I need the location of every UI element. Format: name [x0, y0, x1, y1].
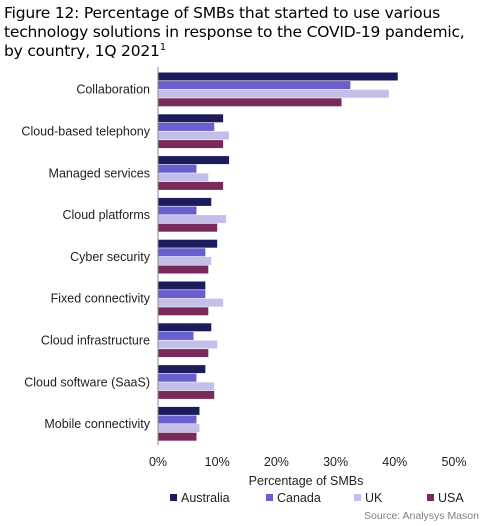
- bar-australia-5: [158, 281, 206, 290]
- bar-uk-7: [158, 382, 215, 391]
- bar-uk-4: [158, 256, 212, 265]
- bar-australia-2: [158, 156, 230, 165]
- legend-label-uk: UK: [365, 491, 383, 505]
- bar-canada-7: [158, 373, 197, 382]
- bar-australia-4: [158, 239, 218, 248]
- legend-swatch-usa: [427, 494, 434, 501]
- bar-uk-1: [158, 131, 230, 140]
- bar-usa-7: [158, 390, 215, 399]
- source-note: Source: Analysys Mason: [364, 510, 479, 522]
- bar-uk-6: [158, 340, 218, 349]
- x-axis-title: Percentage of SMBs: [249, 474, 364, 488]
- x-tick-label: 50%: [441, 455, 466, 469]
- chart-title-text: Figure 12: Percentage of SMBs that start…: [4, 4, 465, 60]
- bar-australia-8: [158, 406, 200, 415]
- bar-canada-6: [158, 331, 194, 340]
- bar-canada-5: [158, 290, 206, 299]
- bar-australia-7: [158, 365, 206, 374]
- x-tick-label: 30%: [323, 455, 348, 469]
- bar-canada-0: [158, 81, 351, 90]
- x-tick-labels: 0% 10% 20% 30% 40% 50%: [149, 455, 467, 469]
- bar-uk-5: [158, 298, 224, 307]
- bar-canada-3: [158, 206, 197, 215]
- x-tick-label: 40%: [382, 455, 407, 469]
- legend-swatch-uk: [354, 494, 361, 501]
- bar-canada-4: [158, 248, 206, 257]
- bar-usa-5: [158, 307, 209, 316]
- bar-usa-1: [158, 140, 224, 149]
- category-label: Mobile connectivity: [44, 417, 150, 431]
- bar-usa-2: [158, 181, 224, 190]
- legend-swatch-canada: [266, 494, 273, 501]
- chart-title: Figure 12: Percentage of SMBs that start…: [4, 4, 482, 61]
- category-label: Cyber security: [70, 250, 151, 264]
- legend: Australia Canada UK USA: [170, 491, 464, 505]
- x-tick-label: 10%: [205, 455, 230, 469]
- bar-uk-0: [158, 89, 389, 98]
- bar-uk-3: [158, 215, 227, 224]
- legend-swatch-australia: [170, 494, 177, 501]
- bar-usa-0: [158, 98, 342, 107]
- bar-australia-1: [158, 114, 224, 123]
- category-label: Cloud infrastructure: [41, 334, 150, 348]
- bar-australia-3: [158, 197, 212, 206]
- bar-usa-3: [158, 223, 218, 232]
- category-label: Cloud platforms: [62, 208, 150, 222]
- x-tick-label: 0%: [149, 455, 167, 469]
- bar-canada-1: [158, 122, 215, 131]
- category-label: Collaboration: [76, 83, 150, 97]
- category-label: Cloud-based telephony: [21, 125, 150, 139]
- category-label: Fixed connectivity: [51, 292, 151, 306]
- bar-canada-8: [158, 415, 197, 424]
- legend-label-usa: USA: [438, 491, 464, 505]
- bar-australia-0: [158, 72, 398, 81]
- bars-group: [158, 72, 398, 441]
- bar-canada-2: [158, 164, 197, 173]
- bar-usa-6: [158, 349, 209, 358]
- legend-label-australia: Australia: [181, 491, 230, 505]
- bar-uk-8: [158, 424, 200, 433]
- x-tick-label: 20%: [264, 455, 289, 469]
- bar-uk-2: [158, 173, 209, 182]
- legend-label-canada: Canada: [277, 491, 321, 505]
- title-footnote: 1: [159, 41, 166, 53]
- category-labels: Collaboration Cloud-based telephony Manage…: [21, 83, 150, 431]
- category-label: Managed services: [49, 166, 150, 180]
- category-label: Cloud software (SaaS): [24, 375, 150, 389]
- bar-australia-6: [158, 323, 212, 332]
- bar-usa-4: [158, 265, 209, 274]
- bar-usa-8: [158, 432, 197, 441]
